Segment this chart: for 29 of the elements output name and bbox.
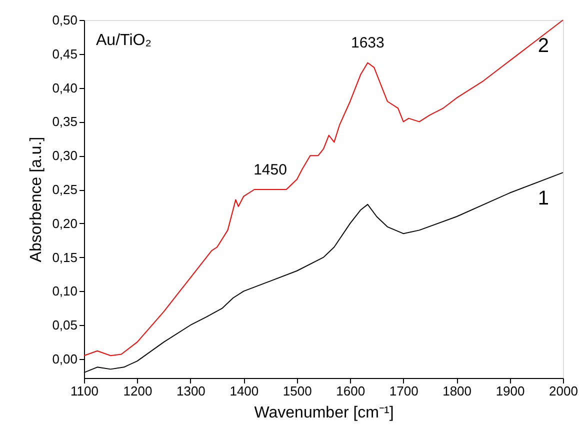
x-tick-label: 1700 (389, 384, 418, 398)
x-tick-label: 1300 (176, 384, 206, 398)
y-tick-label: 0,00 (52, 352, 78, 367)
y-tick-label: 0,50 (52, 12, 78, 28)
y-tick-label: 0,45 (52, 46, 78, 62)
y-tick-label: 0,10 (52, 284, 78, 299)
x-tick-label: 1200 (123, 384, 152, 398)
y-tick-label: 0,05 (52, 318, 78, 333)
y-tick-label: 0,25 (52, 182, 78, 198)
series-label: 2 (538, 35, 549, 57)
x-tick-label: 1800 (442, 384, 472, 398)
annotation: Au/TiO₂ (96, 32, 152, 49)
y-tick-label: 0,30 (52, 148, 78, 164)
x-tick-label: 1400 (230, 384, 259, 398)
annotation: 1450 (254, 162, 287, 179)
x-tick-label: 1100 (70, 384, 98, 398)
y-tick-label: 0,15 (52, 250, 78, 265)
series-label: 1 (538, 188, 549, 210)
y-axis-title: Absorbence [a.u.] (28, 136, 46, 262)
x-tick-label: 1600 (336, 384, 366, 398)
y-tick-label: 0,35 (52, 114, 78, 130)
x-tick-label: 1500 (282, 384, 312, 398)
x-tick-label: 1900 (496, 384, 525, 398)
x-tick-label: 2000 (549, 384, 578, 398)
y-tick-label: 0,40 (52, 80, 78, 96)
annotation: 1633 (350, 34, 384, 52)
line-series (84, 20, 564, 356)
x-axis-title: Wavenumber [cm⁻¹] (254, 404, 394, 422)
y-tick-label: 0,20 (52, 216, 78, 231)
